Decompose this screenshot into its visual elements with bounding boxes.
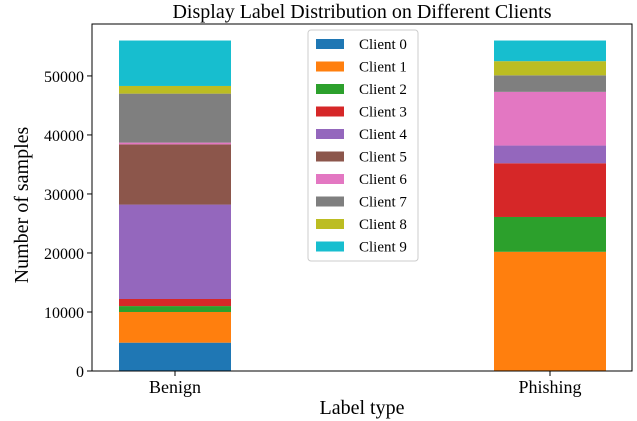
legend-label-client-6: Client 6 (359, 172, 407, 188)
legend-swatch-client-4 (316, 129, 344, 139)
bar-phishing-client-1 (494, 251, 606, 371)
x-tick-label-benign: Benign (149, 377, 201, 397)
bar-benign-client-2 (119, 306, 231, 312)
bar-benign-client-0 (119, 342, 231, 371)
legend-swatch-client-9 (316, 241, 344, 252)
legend-swatch-client-7 (316, 196, 344, 207)
bar-phishing-client-7 (494, 75, 606, 92)
legend-swatch-client-5 (316, 151, 344, 162)
chart-title: Display Label Distribution on Different … (172, 1, 551, 23)
x-axis-label: Label type (320, 397, 405, 419)
bar-benign-client-8 (119, 85, 231, 94)
bar-benign-client-1 (119, 311, 231, 343)
plot-frame (91, 23, 633, 372)
y-tick-label: 10000 (44, 305, 84, 322)
bar-phishing-client-8 (494, 61, 606, 76)
bar-benign-client-3 (119, 299, 231, 307)
legend-swatch-client-8 (316, 219, 344, 229)
bar-benign-client-9 (119, 40, 231, 86)
legend: Client 0 Client 1 Client 2 Client 3 Client 4… (307, 29, 419, 262)
axes-group: 0 10000 20000 30000 40000 50000 Benign Phishing (44, 23, 633, 397)
legend-swatch-client-1 (316, 61, 344, 72)
legend-swatch-client-2 (316, 84, 344, 94)
bar-phishing-client-9 (494, 40, 606, 62)
legend-swatch-client-0 (316, 39, 344, 49)
y-tick-label: 30000 (44, 187, 84, 204)
legend-label-client-4: Client 4 (359, 127, 407, 143)
y-tick-label: 40000 (44, 128, 84, 145)
y-tick-label: 20000 (44, 246, 84, 263)
legend-label-client-9: Client 9 (359, 240, 407, 256)
legend-swatch-client-3 (316, 106, 344, 117)
bar-benign-client-5 (119, 144, 231, 205)
legend-label-client-7: Client 7 (359, 195, 407, 211)
y-axis-label: Number of samples (11, 126, 33, 283)
bars-group (119, 40, 606, 371)
legend-label-client-0: Client 0 (359, 37, 407, 53)
bar-benign-client-6 (119, 142, 231, 145)
legend-label-client-5: Client 5 (359, 150, 407, 166)
bar-phishing-client-3 (494, 163, 606, 217)
legend-label-client-1: Client 1 (359, 60, 407, 76)
legend-label-client-8: Client 8 (359, 217, 407, 233)
y-tick-label: 0 (76, 364, 84, 381)
legend-label-client-2: Client 2 (359, 82, 407, 98)
bar-benign-client-7 (119, 93, 231, 143)
legend-label-client-3: Client 3 (359, 105, 407, 121)
legend-swatch-client-6 (316, 174, 344, 184)
bar-phishing-client-6 (494, 91, 606, 146)
bar-benign-client-4 (119, 204, 231, 300)
bar-phishing-client-4 (494, 145, 606, 164)
bar-phishing-client-2 (494, 216, 606, 252)
x-tick-label-phishing: Phishing (518, 377, 581, 397)
y-tick-label: 50000 (44, 69, 84, 86)
